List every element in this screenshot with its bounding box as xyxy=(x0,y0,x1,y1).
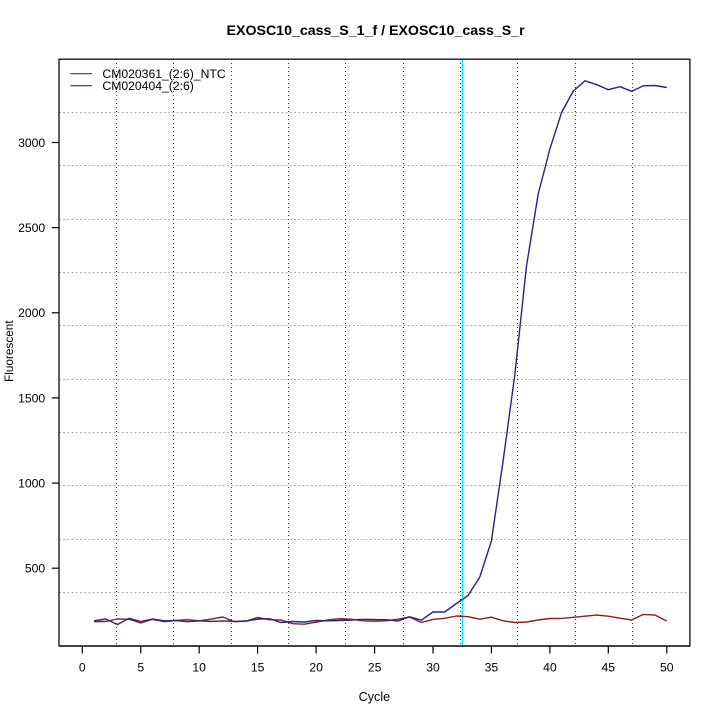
svg-text:Cycle: Cycle xyxy=(359,690,391,704)
svg-text:2000: 2000 xyxy=(18,306,45,320)
svg-text:500: 500 xyxy=(25,562,46,576)
svg-text:40: 40 xyxy=(543,661,557,675)
svg-text:2500: 2500 xyxy=(18,221,45,235)
svg-text:CM020404_(2:6): CM020404_(2:6) xyxy=(102,79,193,93)
svg-text:EXOSC10_cass_S_1_f / EXOSC10_c: EXOSC10_cass_S_1_f / EXOSC10_cass_S_r xyxy=(227,23,526,39)
svg-text:5: 5 xyxy=(137,661,144,675)
svg-text:CM020361_(2:6)_NTC: CM020361_(2:6)_NTC xyxy=(102,67,225,81)
svg-text:1000: 1000 xyxy=(18,477,45,491)
svg-text:50: 50 xyxy=(660,661,674,675)
svg-text:15: 15 xyxy=(251,661,265,675)
svg-text:45: 45 xyxy=(602,661,616,675)
svg-text:20: 20 xyxy=(309,661,323,675)
svg-text:1500: 1500 xyxy=(18,391,45,405)
svg-text:0: 0 xyxy=(79,661,86,675)
svg-text:25: 25 xyxy=(368,661,382,675)
svg-text:Fluorescent: Fluorescent xyxy=(2,320,16,382)
svg-text:35: 35 xyxy=(485,661,499,675)
svg-text:10: 10 xyxy=(192,661,206,675)
svg-text:3000: 3000 xyxy=(18,136,45,150)
svg-text:30: 30 xyxy=(426,661,440,675)
